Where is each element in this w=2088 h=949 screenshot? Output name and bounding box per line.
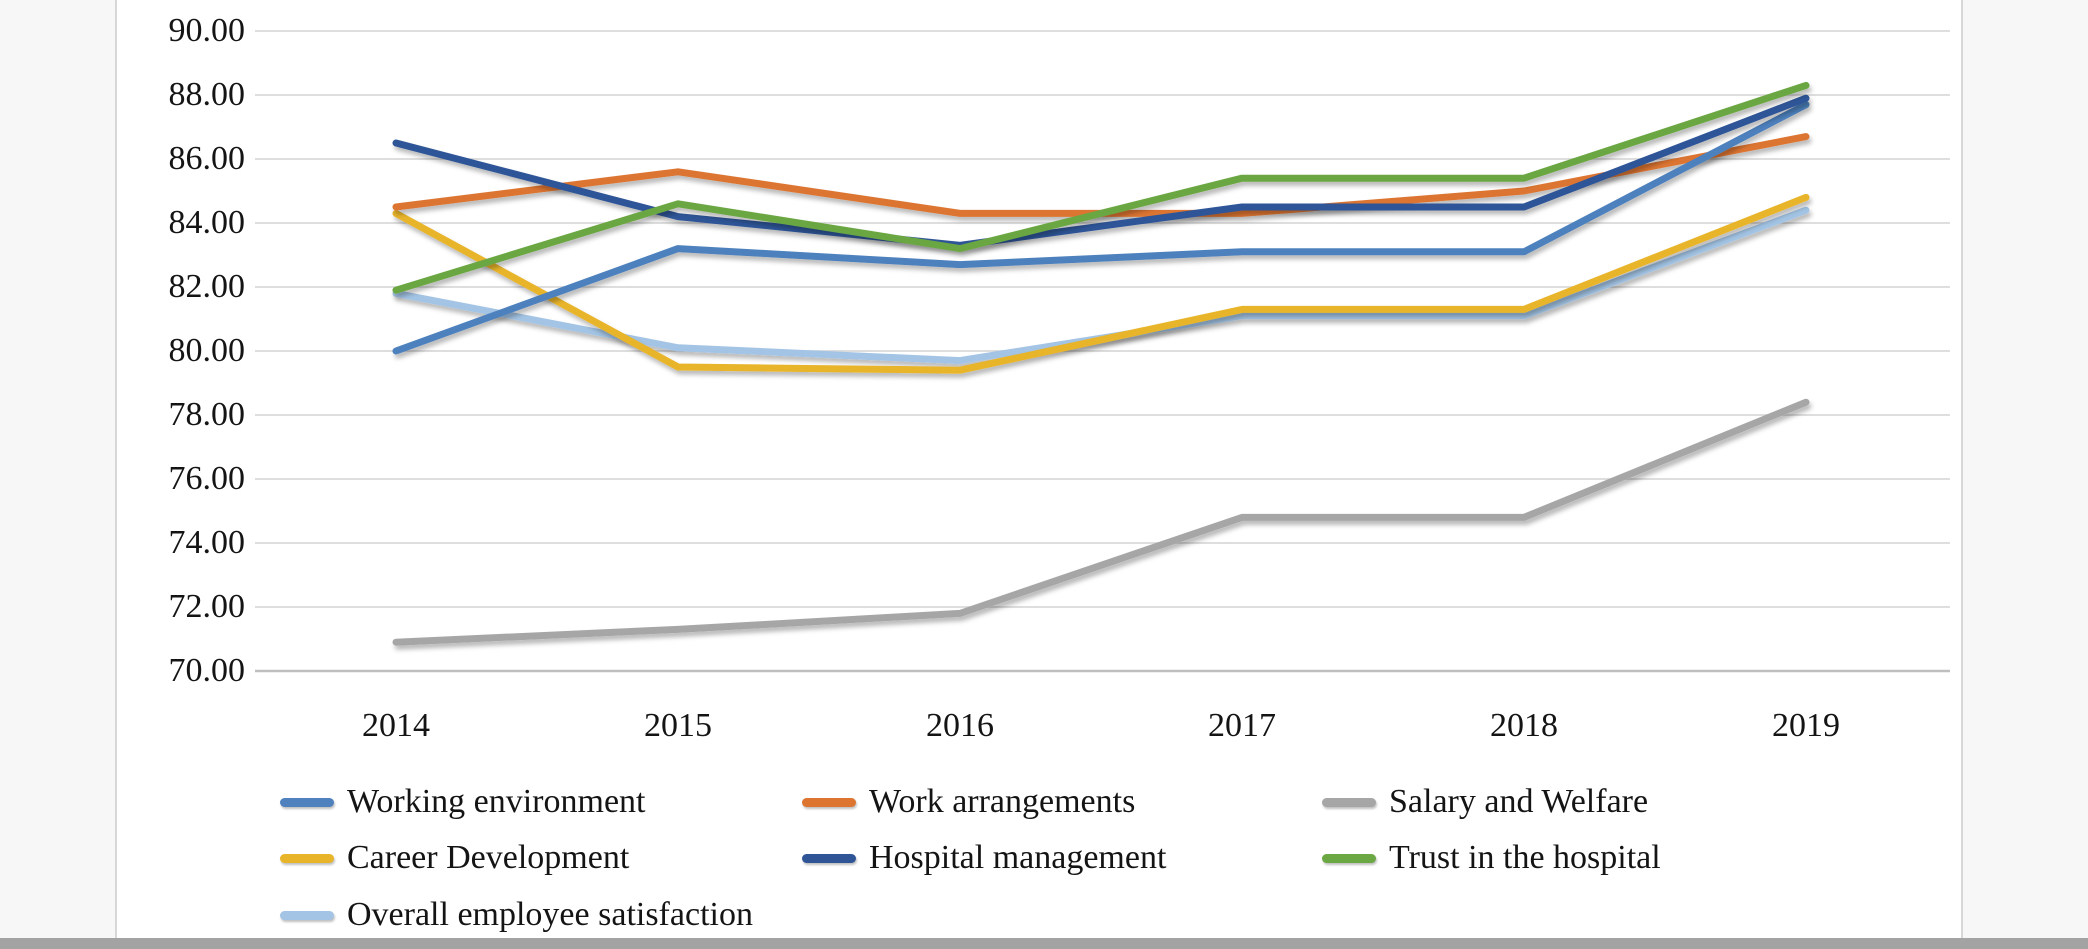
y-tick-label: 84.00 — [168, 204, 246, 241]
y-tick-label: 72.00 — [168, 588, 246, 625]
legend-item-career-development: Career Development — [280, 838, 629, 878]
legend-item-salary-and-welfare: Salary and Welfare — [1322, 782, 1648, 822]
page-right-margin — [1963, 0, 2088, 938]
page-left-edge-line — [115, 0, 117, 938]
screenshot-bottom-bar — [0, 938, 2088, 949]
series-line-trust-in-the-hospital — [392, 81, 1810, 294]
y-tick-label: 80.00 — [168, 332, 246, 369]
x-tick-label: 2014 — [362, 707, 430, 744]
y-tick-label: 78.00 — [168, 396, 246, 433]
legend-swatch-icon — [280, 910, 334, 920]
y-tick-label: 88.00 — [168, 76, 246, 113]
x-tick-label: 2017 — [1208, 707, 1276, 744]
y-tick-label: 76.00 — [168, 460, 246, 497]
series-line-working-environment — [392, 101, 1810, 355]
legend-item-work-arrangements: Work arrangements — [802, 782, 1135, 822]
legend-item-trust-in-the-hospital: Trust in the hospital — [1322, 838, 1661, 878]
legend-item-overall-employee-satisfaction: Overall employee satisfaction — [280, 895, 753, 935]
legend-label: Hospital management — [869, 839, 1167, 876]
legend-swatch-icon — [280, 853, 334, 863]
x-tick-label: 2015 — [644, 707, 712, 744]
y-tick-label: 74.00 — [168, 524, 246, 561]
legend-swatch-icon — [280, 797, 334, 807]
legend-label: Work arrangements — [869, 783, 1136, 820]
gridlines — [255, 30, 1950, 673]
x-tick-label: 2018 — [1490, 707, 1558, 744]
series-line-career-development — [392, 193, 1810, 374]
legend-item-working-environment: Working environment — [280, 782, 645, 822]
series-line-hospital-management — [392, 94, 1810, 249]
legend-swatch-icon — [802, 853, 856, 863]
y-tick-label: 70.00 — [168, 652, 246, 689]
legend-label: Trust in the hospital — [1389, 839, 1661, 876]
page-left-margin — [0, 0, 115, 938]
legend-label: Working environment — [347, 783, 646, 820]
legend-label: Overall employee satisfaction — [347, 896, 753, 933]
series-line-salary-and-welfare — [392, 398, 1810, 646]
y-tick-label: 90.00 — [168, 12, 246, 49]
legend-item-hospital-management: Hospital management — [802, 838, 1166, 878]
legend-label: Salary and Welfare — [1389, 783, 1649, 820]
series-lines — [392, 81, 1810, 646]
page-right-edge-line — [1961, 0, 1963, 938]
legend-label: Career Development — [347, 839, 630, 876]
series-line-work-arrangements — [392, 133, 1810, 217]
legend-swatch-icon — [1322, 853, 1376, 863]
legend-swatch-icon — [802, 797, 856, 807]
legend-swatch-icon — [1322, 797, 1376, 807]
y-tick-label: 82.00 — [168, 268, 246, 305]
x-tick-label: 2016 — [926, 707, 994, 744]
x-tick-label: 2019 — [1772, 707, 1840, 744]
y-tick-label: 86.00 — [168, 140, 246, 177]
